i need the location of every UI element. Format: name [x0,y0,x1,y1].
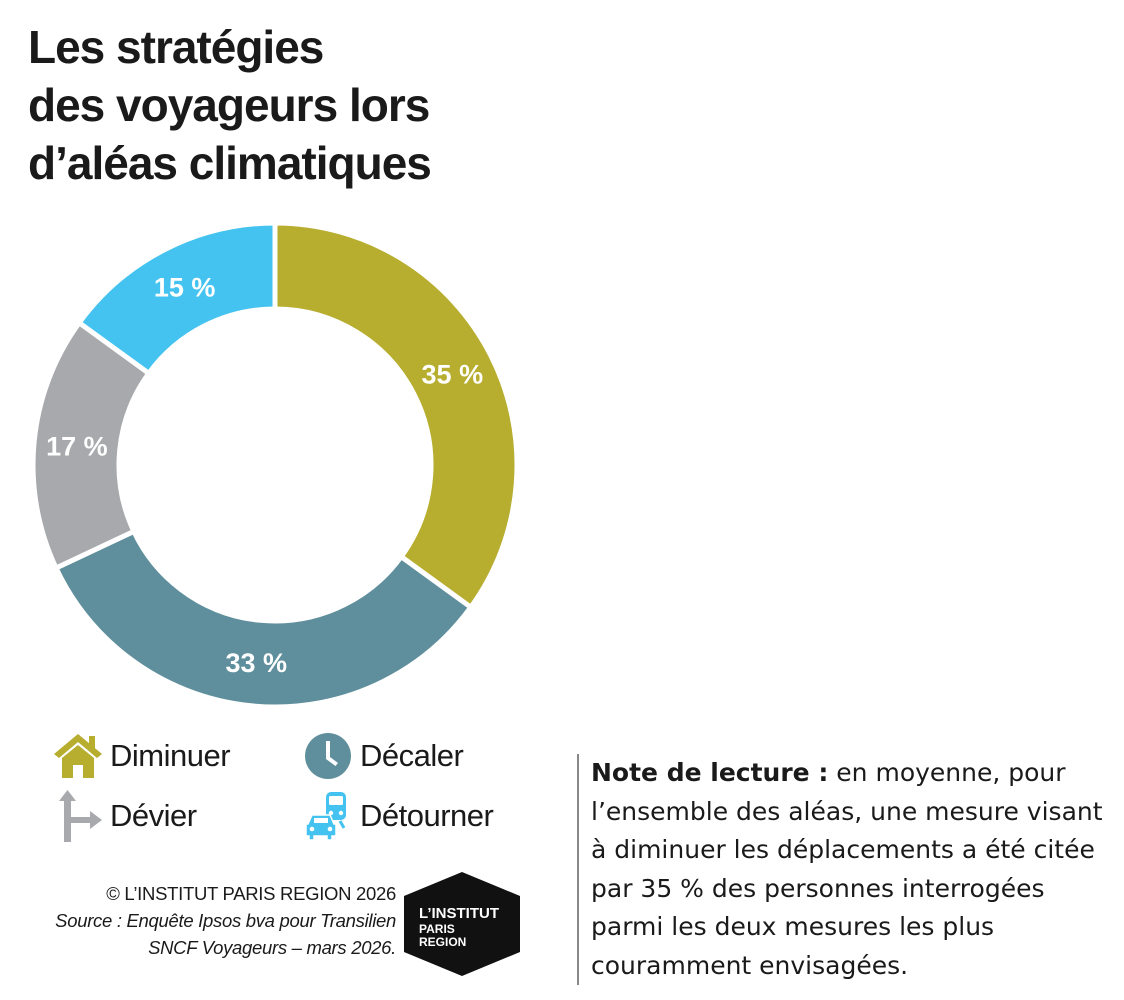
chart-title: Les stratégies des voyageurs lors d’aléa… [28,18,588,192]
donut-slice-diminuer [272,220,520,611]
legend-label-devier: Dévier [110,798,197,833]
legend-label-detourner: Détourner [360,798,494,833]
legend-item-devier: Dévier [52,788,197,844]
source-line-1: Source : Enquête Ipsos bva pour Transili… [55,910,396,931]
institut-paris-region-logo: L’INSTITUT PARIS REGION [404,872,520,976]
title-line-1: Les stratégies [28,21,324,73]
note-text: en moyenne, pour l’ensemble des aléas, u… [591,758,1103,980]
note-label: Note de lecture : [591,758,829,787]
road-arrow-icon [59,790,102,842]
credits: © L’INSTITUT PARIS REGION 2026 Source : … [14,880,396,961]
slice-label-3: 15 % [154,273,216,303]
slice-label-1: 33 % [225,648,287,678]
donut-slice-detourner [75,220,278,377]
reading-note: Note de lecture : en moyenne, pour l’ens… [577,754,1111,985]
house-icon [54,734,102,778]
car-train-icon [305,792,346,841]
legend-label-diminuer: Diminuer [110,738,231,773]
clock-icon [305,733,351,779]
legend-item-decaler: Décaler [302,728,464,784]
legend-label-decaler: Décaler [360,738,464,773]
slice-label-2: 17 % [46,431,108,461]
title-line-2: des voyageurs lors [28,79,430,131]
title-line-3: d’aléas climatiques [28,137,432,189]
copyright-line: © L’INSTITUT PARIS REGION 2026 [106,883,396,904]
legend: Diminuer Décaler Dévier Détourner [52,728,512,858]
legend-item-detourner: Détourner [302,788,494,844]
slice-label-0: 35 % [422,360,484,390]
donut-chart: 35 % 33 % 17 % 15 % [30,220,520,710]
logo-line-3: REGION [419,935,466,949]
logo-line-2: PARIS [419,922,455,936]
donut-slice-decaler [52,528,475,710]
legend-item-diminuer: Diminuer [52,728,231,784]
logo-line-1: L’INSTITUT [419,905,499,922]
source-line-2: SNCF Voyageurs – mars 2026. [148,937,396,958]
